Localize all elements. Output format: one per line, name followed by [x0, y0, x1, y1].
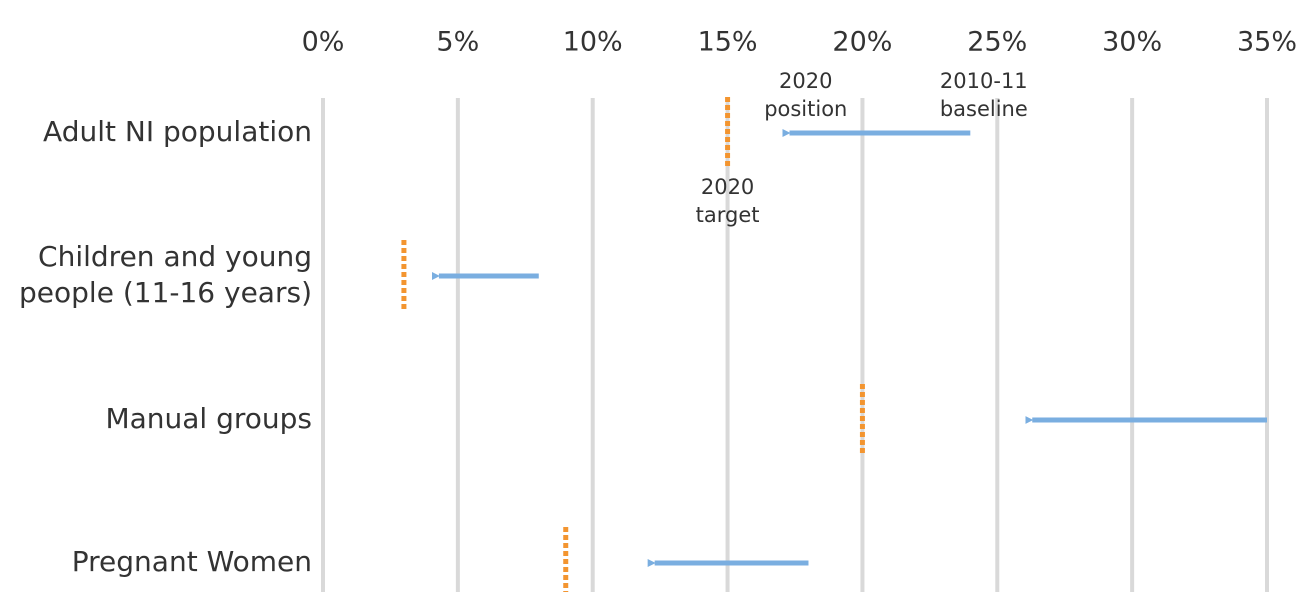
- x-tick-label: 20%: [832, 27, 892, 58]
- x-tick-label: 0%: [302, 27, 345, 58]
- x-tick-label: 10%: [563, 27, 623, 58]
- x-tick-label: 5%: [436, 27, 479, 58]
- category-label: people (11-16 years): [19, 276, 312, 309]
- annotation-label: 2020: [779, 69, 832, 93]
- annotation-label: target: [696, 203, 760, 227]
- x-tick-label: 25%: [967, 27, 1027, 58]
- annotation-label: baseline: [940, 97, 1028, 121]
- category-label: Children and young: [38, 240, 312, 273]
- x-tick-label: 35%: [1237, 27, 1297, 58]
- x-tick-label: 30%: [1102, 27, 1162, 58]
- annotation-label: position: [764, 97, 847, 121]
- annotation-label: 2020: [701, 175, 754, 199]
- category-label: Adult NI population: [43, 115, 312, 148]
- category-label: Pregnant Women: [72, 545, 312, 578]
- annotation-label: 2010-11: [940, 69, 1028, 93]
- x-tick-label: 15%: [698, 27, 758, 58]
- category-label: Manual groups: [105, 402, 312, 435]
